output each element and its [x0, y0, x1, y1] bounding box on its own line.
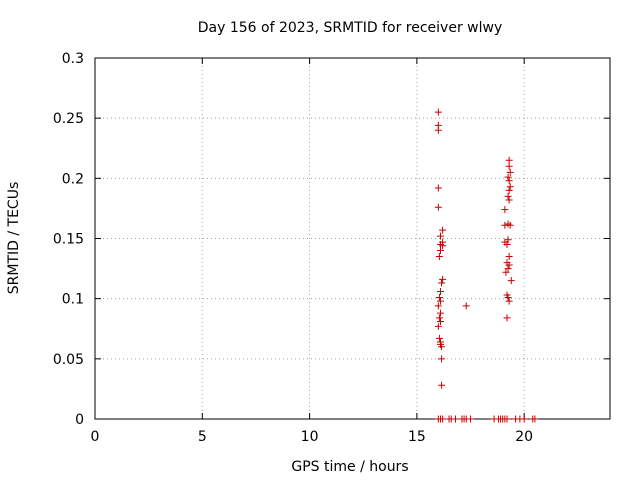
x-axis-label: GPS time / hours: [291, 459, 408, 475]
data-point: [436, 232, 444, 240]
chart-title: Day 156 of 2023, SRMTID for receiver wlw…: [198, 20, 503, 36]
plot-frame: [94, 57, 611, 420]
data-point: [436, 247, 444, 255]
data-point: [504, 192, 512, 200]
axis-ticks: [94, 57, 610, 420]
grid-lines: [95, 58, 610, 419]
x-tick-label: 15: [408, 429, 426, 445]
data-point: [439, 275, 447, 283]
data-point: [504, 293, 512, 301]
data-point: [434, 302, 442, 310]
data-point: [435, 293, 443, 301]
data-point: [436, 309, 444, 317]
data-point: [434, 126, 442, 134]
data-point: [505, 186, 513, 194]
data-point: [501, 206, 509, 214]
data-point: [505, 177, 513, 185]
data-point: [505, 196, 513, 204]
data-point: [434, 108, 442, 116]
data-point: [434, 184, 442, 192]
data-point: [503, 241, 511, 249]
data-point: [506, 221, 514, 229]
x-tick-label: 0: [91, 429, 100, 445]
data-point: [439, 415, 447, 423]
data-point: [436, 297, 444, 305]
data-point: [506, 168, 514, 176]
data-point: [439, 242, 447, 250]
data-point: [503, 314, 511, 322]
y-tick-label: 0.2: [62, 171, 84, 187]
data-point: [452, 415, 459, 423]
data-point: [502, 268, 510, 276]
data-point: [520, 415, 528, 423]
y-tick-label: 0.25: [53, 111, 84, 127]
data-points: [434, 108, 539, 423]
y-tick-label: 0.15: [53, 232, 84, 248]
data-point: [531, 415, 539, 423]
data-point: [438, 343, 446, 351]
data-point: [505, 297, 513, 305]
y-tick-label: 0: [75, 412, 84, 428]
data-point: [507, 277, 515, 285]
data-point: [505, 156, 513, 164]
data-point: [503, 415, 511, 423]
axis-tick-labels: 0 5 10 15 20 0 0.05 0.1 0.15 0.2 0.25 0.3: [53, 51, 533, 445]
data-point: [436, 318, 444, 326]
y-tick-label: 0.1: [62, 292, 84, 308]
data-point: [439, 226, 447, 234]
y-tick-label: 0.3: [62, 51, 84, 67]
data-point: [434, 203, 442, 211]
data-point: [504, 173, 512, 181]
y-tick-label: 0.05: [53, 352, 84, 368]
x-tick-label: 20: [515, 429, 533, 445]
data-point: [505, 162, 513, 170]
x-tick-label: 10: [301, 429, 319, 445]
data-point: [505, 261, 513, 269]
data-point: [434, 322, 442, 330]
data-point: [438, 381, 446, 389]
y-axis-label: SRMTID / TECUs: [6, 182, 22, 295]
data-point: [435, 314, 443, 322]
data-point: [505, 253, 513, 261]
data-point: [438, 279, 446, 287]
data-point: [467, 415, 475, 423]
data-point: [435, 253, 443, 261]
x-tick-label: 5: [198, 429, 207, 445]
data-point: [504, 265, 512, 273]
data-point: [462, 302, 470, 310]
data-point: [436, 287, 444, 295]
data-point: [506, 183, 514, 191]
data-point: [435, 334, 443, 342]
data-point: [438, 355, 446, 363]
